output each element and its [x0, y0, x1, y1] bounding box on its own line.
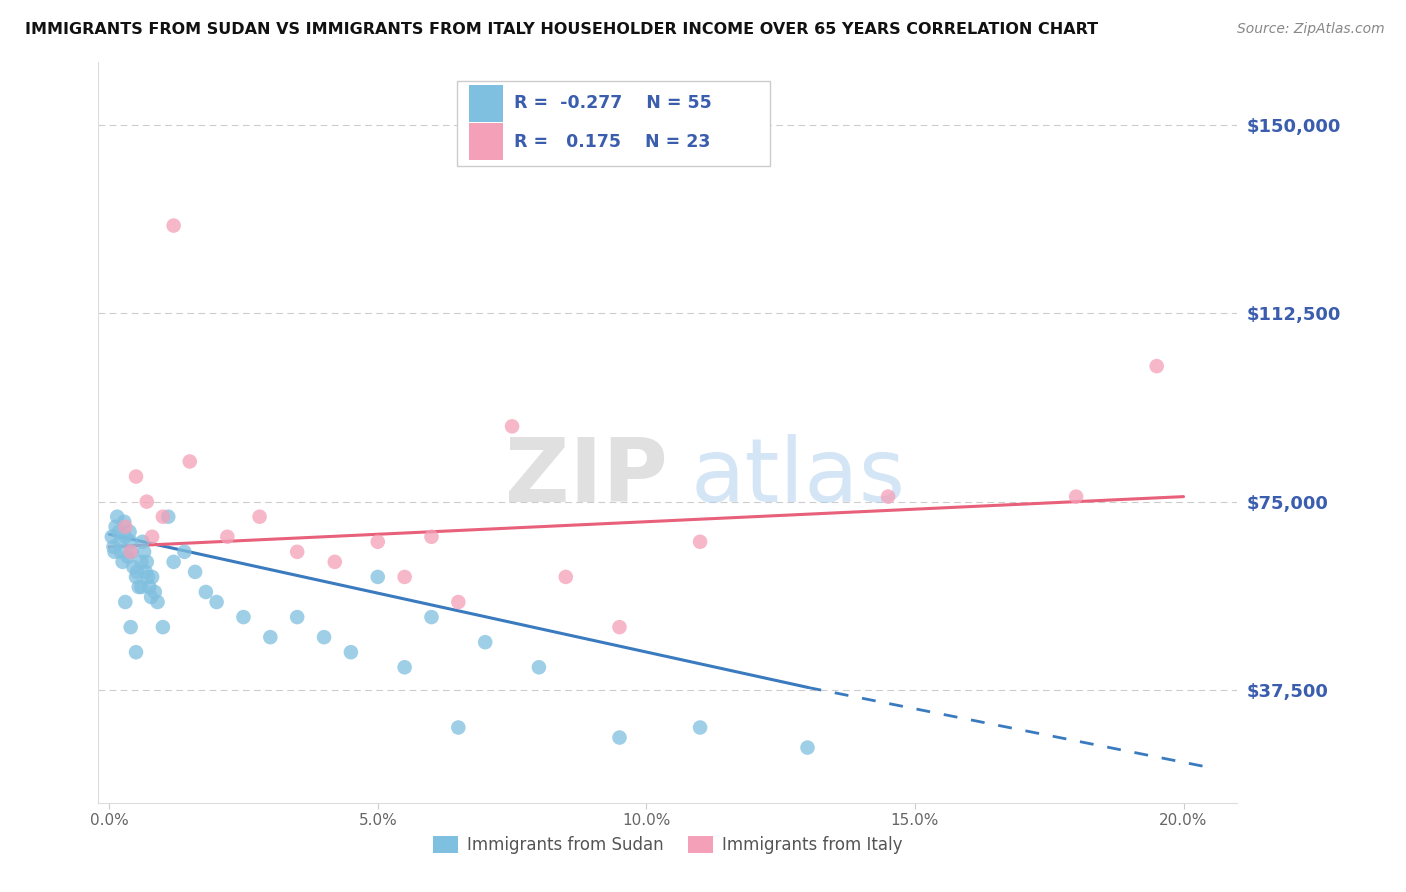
Point [125, 469, 148, 483]
Point [139, 590, 162, 604]
Point [125, 570, 148, 584]
Point [104, 520, 127, 534]
Point [105, 509, 128, 524]
Point [101, 530, 124, 544]
Legend: Immigrants from Sudan, Immigrants from Italy: Immigrants from Sudan, Immigrants from I… [427, 830, 908, 861]
Point [135, 565, 157, 579]
Point [689, 721, 711, 735]
Point [173, 545, 195, 559]
Point [108, 524, 131, 539]
Text: IMMIGRANTS FROM SUDAN VS IMMIGRANTS FROM ITALY HOUSEHOLDER INCOME OVER 65 YEARS : IMMIGRANTS FROM SUDAN VS IMMIGRANTS FROM… [25, 22, 1098, 37]
FancyBboxPatch shape [468, 123, 503, 161]
Point [143, 585, 166, 599]
Point [120, 545, 142, 559]
Text: Source: ZipAtlas.com: Source: ZipAtlas.com [1237, 22, 1385, 37]
Point [114, 530, 136, 544]
Point [501, 419, 523, 434]
Point [128, 580, 150, 594]
Point [122, 560, 145, 574]
Point [110, 545, 132, 559]
Point [138, 580, 160, 594]
Point [796, 740, 818, 755]
Point [125, 645, 148, 659]
Point [447, 721, 470, 735]
Point [114, 595, 136, 609]
Text: ZIP: ZIP [505, 434, 668, 521]
Point [232, 610, 254, 624]
Point [340, 645, 363, 659]
Point [420, 610, 443, 624]
Point [152, 620, 174, 634]
Point [135, 494, 157, 508]
Point [108, 534, 131, 549]
Text: R =   0.175    N = 23: R = 0.175 N = 23 [515, 133, 710, 151]
Point [162, 555, 184, 569]
Point [609, 731, 631, 745]
Point [367, 534, 389, 549]
Point [184, 565, 207, 579]
Point [114, 520, 136, 534]
Point [367, 570, 389, 584]
Point [117, 549, 139, 564]
Point [132, 545, 155, 559]
Point [609, 620, 631, 634]
Point [285, 610, 308, 624]
Point [554, 570, 576, 584]
Point [420, 530, 443, 544]
Point [877, 490, 900, 504]
Point [103, 540, 125, 554]
Point [103, 545, 125, 559]
Point [146, 595, 169, 609]
Point [394, 570, 416, 584]
FancyBboxPatch shape [457, 81, 770, 166]
Point [689, 534, 711, 549]
Point [447, 595, 470, 609]
Point [527, 660, 550, 674]
FancyBboxPatch shape [468, 85, 503, 121]
Point [121, 545, 143, 559]
Point [249, 509, 271, 524]
Point [136, 570, 159, 584]
Text: R =  -0.277    N = 55: R = -0.277 N = 55 [515, 95, 711, 112]
Point [141, 530, 163, 544]
Point [1146, 359, 1168, 373]
Point [285, 545, 308, 559]
Text: atlas: atlas [690, 434, 905, 521]
Point [120, 620, 142, 634]
Point [217, 530, 239, 544]
Point [194, 585, 217, 599]
Point [131, 534, 153, 549]
Point [127, 565, 149, 579]
Point [152, 509, 174, 524]
Point [205, 595, 228, 609]
Point [259, 630, 281, 644]
Point [474, 635, 496, 649]
Point [131, 555, 153, 569]
Point [162, 219, 184, 233]
Point [1064, 490, 1087, 504]
Point [141, 570, 163, 584]
Point [179, 454, 201, 468]
Point [111, 555, 134, 569]
Point [120, 534, 142, 549]
Point [135, 555, 157, 569]
Point [131, 580, 153, 594]
Point [312, 630, 335, 644]
Point [157, 509, 180, 524]
Point [323, 555, 346, 569]
Point [394, 660, 416, 674]
Point [112, 515, 135, 529]
Point [118, 524, 141, 539]
